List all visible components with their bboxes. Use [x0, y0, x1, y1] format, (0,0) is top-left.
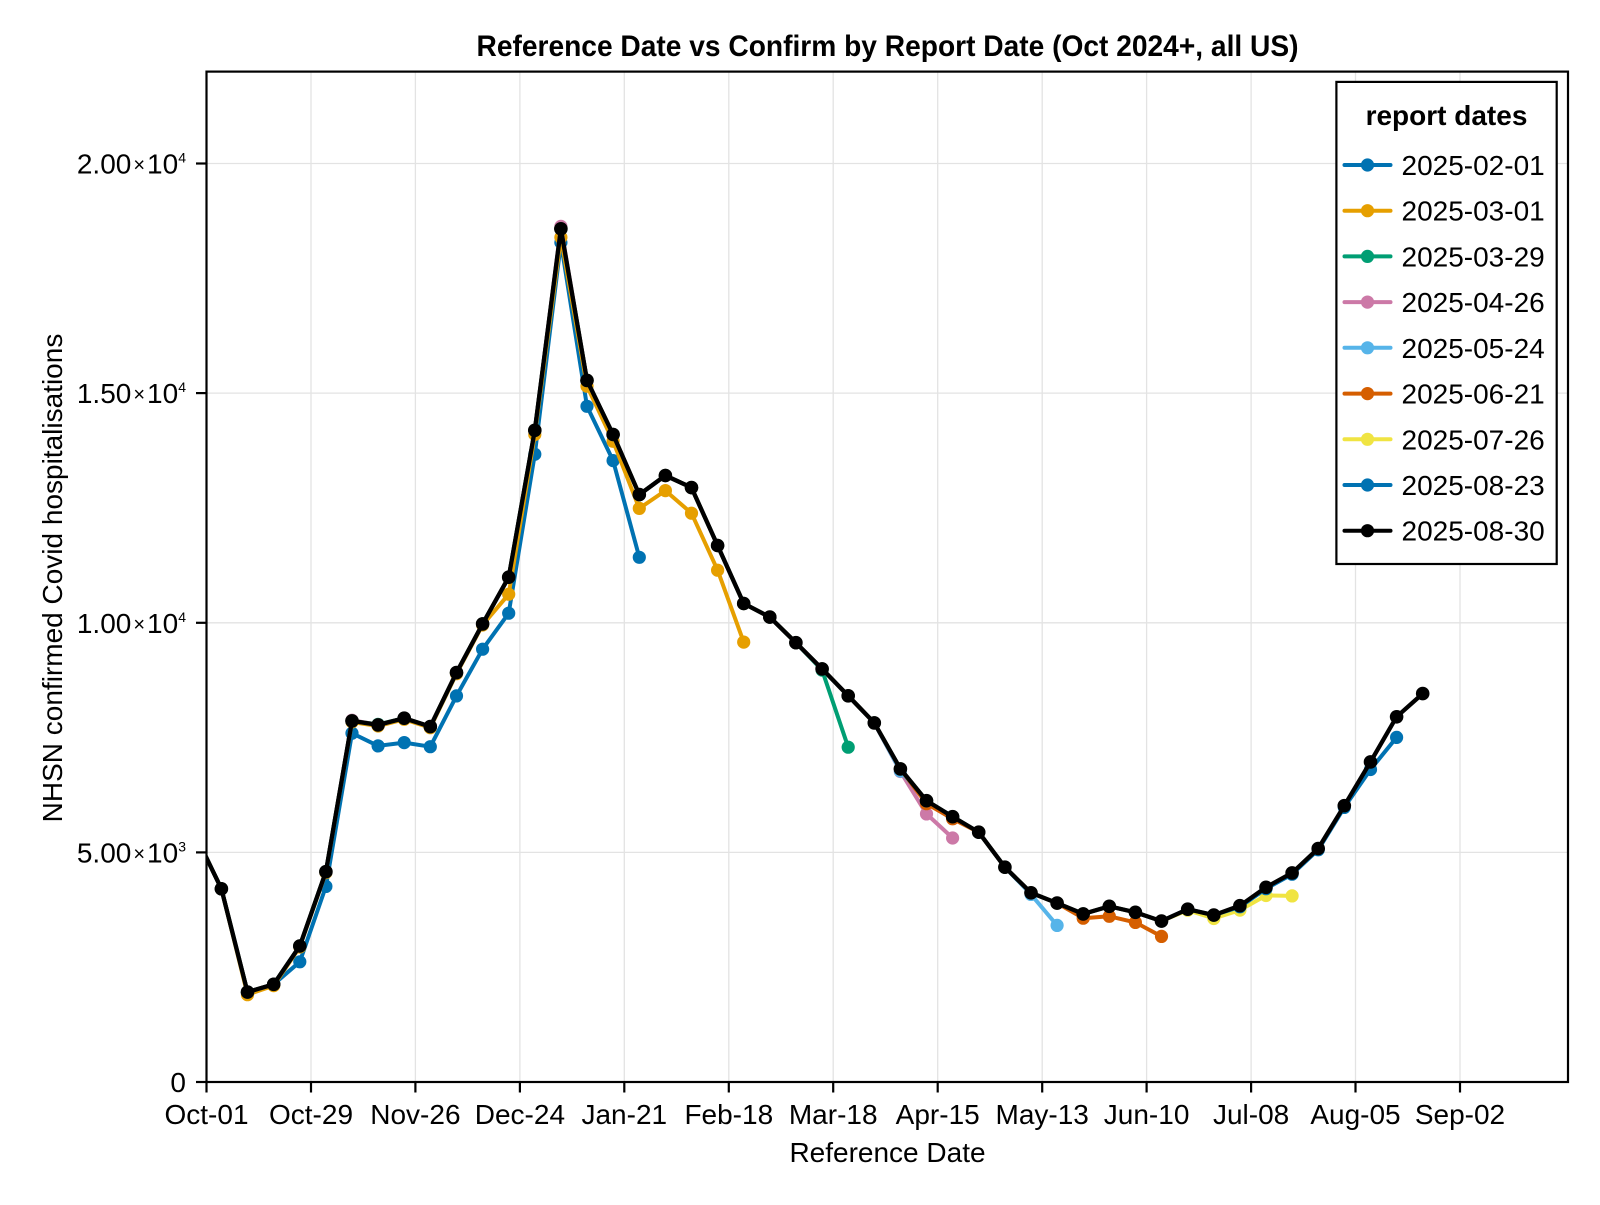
- svg-text:Nov-26: Nov-26: [370, 1099, 460, 1130]
- svg-text:Mar-18: Mar-18: [789, 1099, 878, 1130]
- svg-text:Apr-15: Apr-15: [896, 1099, 980, 1130]
- svg-text:2025-03-29: 2025-03-29: [1402, 241, 1545, 272]
- svg-text:Aug-05: Aug-05: [1310, 1099, 1400, 1130]
- svg-text:Dec-24: Dec-24: [475, 1099, 565, 1130]
- svg-text:Sep-02: Sep-02: [1415, 1099, 1505, 1130]
- svg-text:2025-08-23: 2025-08-23: [1402, 470, 1545, 501]
- svg-text:2025-04-26: 2025-04-26: [1402, 287, 1545, 318]
- svg-text:2025-07-26: 2025-07-26: [1402, 424, 1545, 455]
- svg-text:May-13: May-13: [996, 1099, 1089, 1130]
- svg-text:Jul-08: Jul-08: [1213, 1099, 1289, 1130]
- svg-text:report dates: report dates: [1366, 100, 1528, 131]
- svg-text:2025-03-01: 2025-03-01: [1402, 196, 1545, 227]
- svg-text:2025-08-30: 2025-08-30: [1402, 516, 1545, 547]
- svg-text:NHSN confirmed Covid hospitali: NHSN confirmed Covid hospitalisations: [37, 334, 68, 823]
- svg-text:Reference Date: Reference Date: [789, 1137, 985, 1168]
- svg-text:Jan-21: Jan-21: [581, 1099, 667, 1130]
- svg-text:0: 0: [170, 1067, 186, 1098]
- svg-text:Feb-18: Feb-18: [684, 1099, 773, 1130]
- svg-text:2025-05-24: 2025-05-24: [1402, 333, 1545, 364]
- svg-text:Jun-10: Jun-10: [1104, 1099, 1190, 1130]
- svg-text:2025-06-21: 2025-06-21: [1402, 379, 1545, 410]
- svg-text:2025-02-01: 2025-02-01: [1402, 150, 1545, 181]
- svg-text:Oct-01: Oct-01: [164, 1099, 248, 1130]
- svg-text:Oct-29: Oct-29: [269, 1099, 353, 1130]
- svg-text:Reference Date vs Confirm by R: Reference Date vs Confirm by Report Date…: [477, 30, 1299, 63]
